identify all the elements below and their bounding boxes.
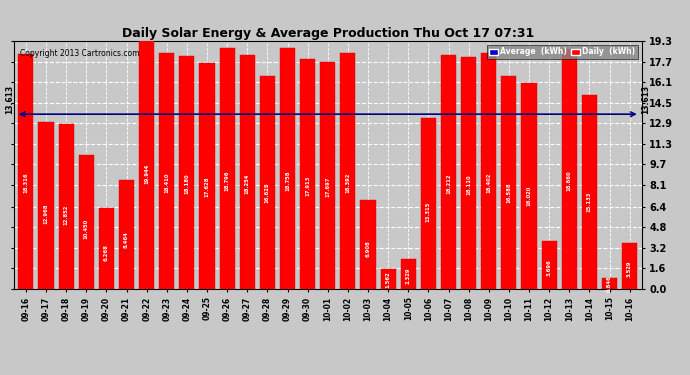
Bar [461,57,476,289]
Bar [360,200,375,289]
Text: 18.796: 18.796 [225,170,230,190]
Bar [99,209,114,289]
Text: 13.315: 13.315 [426,202,431,222]
Text: 10.450: 10.450 [83,218,89,238]
Bar [59,124,74,289]
Bar [179,56,195,289]
Bar [401,259,416,289]
Bar [340,53,355,289]
Bar [19,54,33,289]
Text: 15.133: 15.133 [587,191,592,211]
Text: 16.588: 16.588 [506,183,511,203]
Text: 18.758: 18.758 [285,170,290,191]
Bar [562,50,577,289]
Text: 18.316: 18.316 [23,173,28,194]
Text: 16.628: 16.628 [265,183,270,203]
Bar [119,180,134,289]
Text: 3.529: 3.529 [627,260,632,277]
Text: 12.968: 12.968 [43,204,48,224]
Text: 17.913: 17.913 [305,175,310,196]
Bar [481,53,496,289]
Bar [622,243,637,289]
Bar [381,269,395,289]
Bar [260,75,275,289]
Title: Daily Solar Energy & Average Production Thu Oct 17 07:31: Daily Solar Energy & Average Production … [121,27,534,40]
Text: 18.110: 18.110 [466,174,471,195]
Bar [79,155,94,289]
Legend: Average  (kWh), Daily  (kWh): Average (kWh), Daily (kWh) [486,45,638,58]
Bar [159,53,175,289]
Bar [239,55,255,289]
Text: 18.410: 18.410 [164,172,169,193]
Text: 8.464: 8.464 [124,231,129,248]
Text: 18.402: 18.402 [486,172,491,193]
Bar [421,118,436,289]
Text: 13.613: 13.613 [6,85,14,114]
Bar [542,242,557,289]
Bar [502,76,516,289]
Text: 2.329: 2.329 [406,267,411,284]
Bar [199,63,215,289]
Bar [602,278,617,289]
Bar [39,123,54,289]
Bar [582,94,597,289]
Bar [280,48,295,289]
Text: 13.613: 13.613 [641,85,650,114]
Text: 19.944: 19.944 [144,164,149,184]
Text: 17.628: 17.628 [204,177,210,197]
Text: 18.392: 18.392 [346,172,351,193]
Text: Copyright 2013 Cartronics.com: Copyright 2013 Cartronics.com [20,49,139,58]
Text: 12.852: 12.852 [63,204,68,225]
Text: 17.697: 17.697 [325,177,331,197]
Bar [219,48,235,289]
Bar [300,59,315,289]
Text: 3.696: 3.696 [546,259,551,276]
Bar [320,62,335,289]
Text: 18.212: 18.212 [446,173,451,194]
Text: 0.846: 0.846 [607,276,612,292]
Text: 18.254: 18.254 [245,173,250,194]
Text: 6.268: 6.268 [104,244,109,261]
Text: 18.660: 18.660 [566,171,572,191]
Text: 6.908: 6.908 [366,240,371,257]
Bar [522,83,537,289]
Bar [139,33,154,289]
Text: 16.020: 16.020 [526,186,531,207]
Text: 1.562: 1.562 [386,272,391,288]
Bar [441,55,456,289]
Text: 18.180: 18.180 [184,174,189,194]
